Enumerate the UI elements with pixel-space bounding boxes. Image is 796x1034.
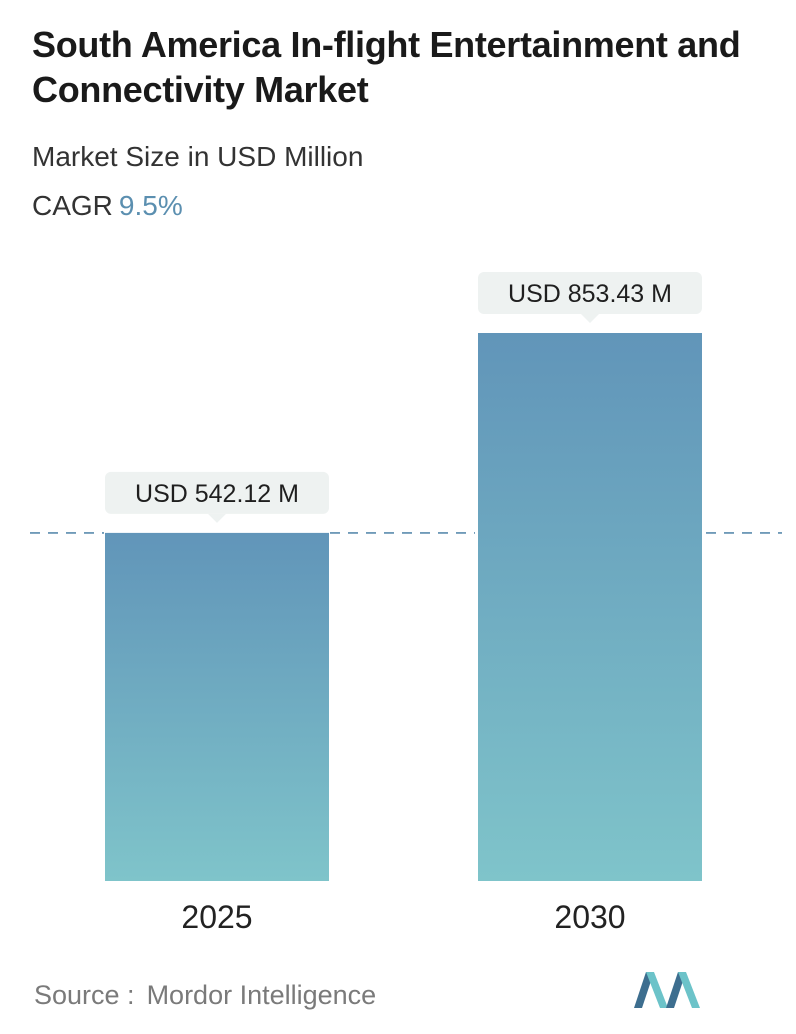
cagr-value: 9.5% bbox=[118, 190, 183, 221]
x-tick-2030: 2030 bbox=[554, 899, 625, 935]
cagr-line: CAGR 9.5% bbox=[32, 188, 183, 224]
x-tick-2025: 2025 bbox=[181, 899, 252, 935]
chart-title: South America In-flight Entertainment an… bbox=[32, 24, 741, 110]
mordor-intelligence-logo bbox=[634, 972, 700, 1008]
source-label: Source : bbox=[34, 980, 135, 1010]
chart-subtitle: Market Size in USD Million bbox=[32, 141, 364, 172]
source-name: Mordor Intelligence bbox=[146, 980, 377, 1010]
bar-2025 bbox=[105, 532, 329, 881]
data-label-2025: USD 542.12 M bbox=[135, 480, 299, 508]
data-label-2030: USD 853.43 M bbox=[508, 280, 672, 308]
data-label-bubble-2030: USD 853.43 M bbox=[478, 272, 702, 323]
bar-chart: USD 542.12 M USD 853.43 M 2025 2030 bbox=[30, 272, 782, 935]
data-label-bubble-2025: USD 542.12 M bbox=[105, 471, 329, 523]
bar-2030 bbox=[478, 333, 702, 881]
source-line: Source : Mordor Intelligence bbox=[34, 977, 376, 1013]
cagr-label: CAGR bbox=[32, 190, 113, 221]
